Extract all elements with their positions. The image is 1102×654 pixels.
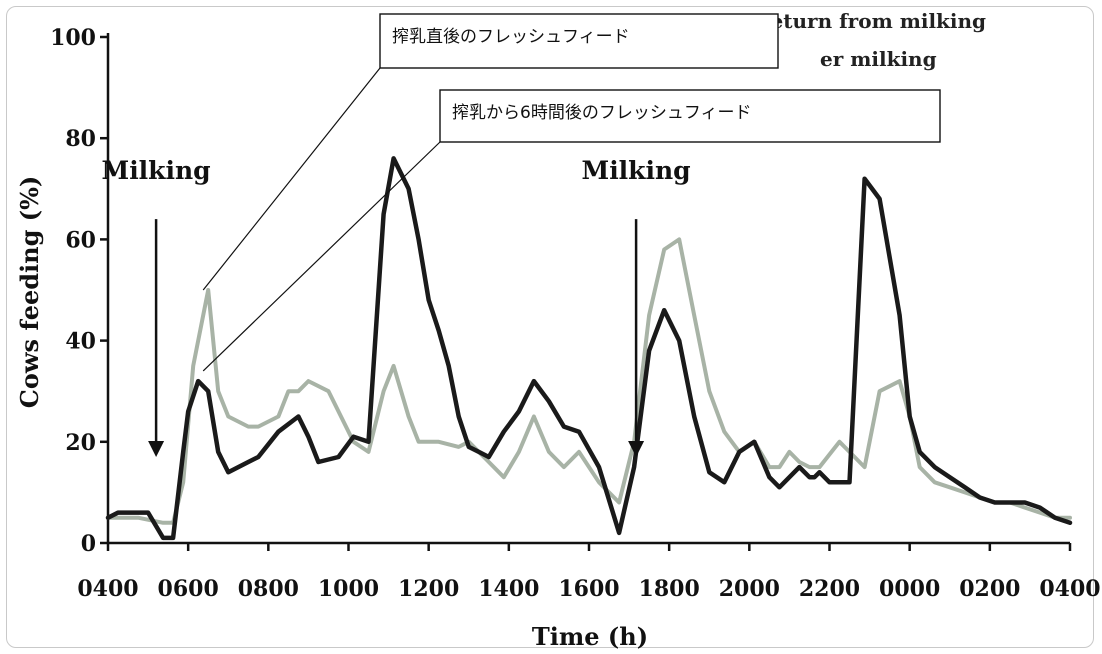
y-tick-label: 20 (65, 430, 96, 456)
x-tick-label: 0200 (959, 576, 1020, 602)
legend-entry-1: return from milking (760, 9, 986, 33)
x-tick-label: 1000 (318, 576, 379, 602)
series-line-1 (105, 156, 1073, 541)
milking-arrow-head (148, 440, 165, 457)
figure-frame (6, 6, 1094, 648)
series-line-2 (106, 237, 1072, 525)
annotations: Milking Milking (102, 156, 691, 457)
milking-label: Milking (102, 156, 211, 185)
y-tick-label: 40 (65, 329, 96, 355)
callout-leader-line (202, 67, 381, 291)
x-tick-label: 0000 (879, 576, 940, 602)
x-tick-label: 0600 (158, 576, 219, 602)
x-axis-title: Time (h) (532, 622, 648, 651)
callout-label: 搾乳直後のフレッシュフィード (392, 27, 630, 47)
callout-label: 搾乳から6時間後のフレッシュフィード (452, 103, 751, 123)
y-tick-label: 60 (65, 227, 96, 253)
y-tick-label: 100 (50, 25, 96, 51)
x-tick-label: 0400 (77, 576, 138, 602)
callout-leader-line (202, 141, 441, 372)
y-tick-label: 80 (65, 126, 96, 152)
callout-box (379, 13, 779, 69)
y-axis-title: Cows feeding (%) (15, 176, 44, 409)
callout-box (439, 89, 941, 143)
axes: 0 20 40 60 80 100 0400 0600 0800 1000 1200 1400 1600… (50, 25, 1101, 602)
x-tick-label: 0400 (1039, 576, 1100, 602)
x-tick-label: 1200 (398, 576, 459, 602)
x-tick-label: 0800 (238, 576, 299, 602)
x-tick-label: 1800 (639, 576, 700, 602)
legend-entry-2: er milking (820, 47, 937, 71)
y-tick-label: 0 (81, 531, 96, 557)
milking-arrow-head (628, 440, 645, 457)
x-tick-label: 1600 (558, 576, 619, 602)
x-tick-label: 2200 (799, 576, 860, 602)
x-tick-label: 2000 (719, 576, 780, 602)
x-tick-label: 1400 (478, 576, 539, 602)
series-lines (105, 156, 1073, 541)
milking-label: Milking (582, 156, 691, 185)
